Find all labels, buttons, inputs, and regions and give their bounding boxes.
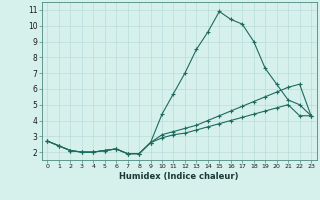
X-axis label: Humidex (Indice chaleur): Humidex (Indice chaleur) xyxy=(119,172,239,181)
